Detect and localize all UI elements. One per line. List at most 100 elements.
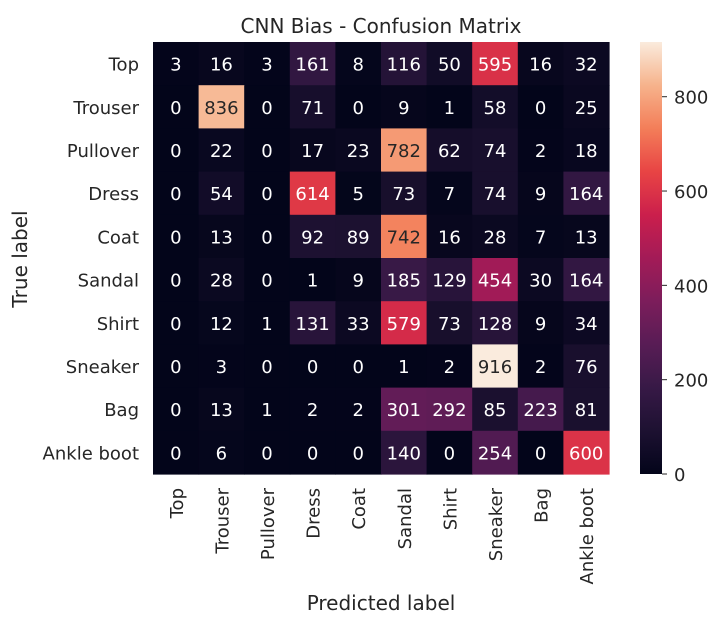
heatmap-cell [289,387,336,432]
heatmap-cell [381,387,428,432]
cell-value-label: 33 [347,314,370,335]
heatmap-cell [244,42,291,86]
cell-value-label: 2 [307,400,318,421]
cell-value-label: 32 [575,55,598,76]
cell-value-label: 164 [569,271,603,292]
x-tick-label: Dress [304,488,325,539]
cell-value-label: 0 [352,357,363,378]
cell-value-label: 454 [478,271,512,292]
cell-value-label: 1 [444,98,455,119]
cell-value-label: 164 [569,184,603,205]
x-tick-label: Top [167,488,188,519]
heatmap-cell [381,85,428,129]
heatmap-cell [426,128,473,173]
cell-value-label: 2 [352,400,363,421]
heatmap-cell [381,258,428,302]
cell-value-label: 0 [444,443,455,464]
cell-value-label: 74 [484,184,507,205]
cell-value-label: 0 [261,98,272,119]
heatmap-cell [472,85,519,129]
cell-value-label: 0 [352,443,363,464]
cell-value-label: 3 [261,55,272,76]
heatmap-cell [289,171,336,216]
cell-value-label: 0 [170,184,181,205]
cell-value-label: 25 [575,98,598,119]
x-tick-label: Shirt [440,488,461,530]
x-tick-label: Sandal [395,488,416,549]
cell-value-label: 7 [444,184,455,205]
cell-value-label: 30 [529,271,552,292]
heatmap-cell [198,214,245,259]
heatmap-cell [517,85,564,129]
heatmap-cell [153,171,200,216]
cell-value-label: 0 [261,227,272,248]
heatmap-cell [244,344,291,389]
heatmap-cell [381,430,428,475]
cell-value-label: 8 [352,55,363,76]
heatmap-cell [563,171,610,216]
y-tick-label: Ankle boot [43,443,139,464]
colorbar-tick-labels: 0 200 400 600 800 [662,88,708,486]
cell-value-label: 2 [535,141,546,162]
cell-value-label: 9 [535,314,546,335]
heatmap-cell [426,85,473,129]
x-tick-label: Pullover [258,487,279,560]
cell-value-label: 0 [535,98,546,119]
heatmap-cell [517,214,564,259]
heatmap-cell [563,258,610,302]
y-tick-label: Sneaker [66,357,140,378]
heatmap-cell [198,430,245,475]
heatmap-cell [563,430,610,475]
cell-value-label: 129 [432,271,466,292]
heatmap-cell [289,214,336,259]
cell-value-label: 0 [261,443,272,464]
y-axis-label: True label [8,210,32,308]
heatmap-cell [335,171,382,216]
cell-value-label: 9 [352,271,363,292]
colorbar [640,42,662,474]
cell-value-label: 73 [438,314,461,335]
x-axis-label: Predicted label [307,591,456,615]
heatmap-cell [426,344,473,389]
heatmap-cell [153,128,200,173]
cell-value-label: 742 [387,227,421,248]
y-tick-label: Top [108,55,139,76]
x-axis-tick-labels: Top Trouser Pullover Dress Coat Sandal Shirt Sn… [167,487,598,584]
cell-value-label: 301 [387,400,421,421]
chart-title: CNN Bias - Confusion Matrix [241,14,522,38]
cell-value-label: 2 [444,357,455,378]
cell-value-label: 0 [307,443,318,464]
x-tick-label: Coat [349,488,370,530]
heatmap-cell [244,387,291,432]
heatmap-cell [563,301,610,345]
heatmap-cell [472,42,519,86]
heatmap-cell [289,258,336,302]
cell-value-label: 1 [261,314,272,335]
cell-value-label: 0 [170,400,181,421]
cell-value-label: 0 [170,141,181,162]
cell-value-label: 9 [398,98,409,119]
heatmap-cell [198,171,245,216]
cell-value-label: 185 [387,271,421,292]
heatmap-cell [198,258,245,302]
heatmap-cell [198,387,245,432]
heatmap-cells [153,42,610,475]
heatmap-cell [153,214,200,259]
cell-value-label: 3 [170,55,181,76]
heatmap-cell [153,430,200,475]
x-tick-label: Sneaker [486,487,507,561]
heatmap-cell [426,430,473,475]
cell-value-label: 76 [575,357,598,378]
heatmap-cell [563,214,610,259]
cell-value-label: 54 [210,184,233,205]
heatmap-cell [472,301,519,345]
heatmap-cell [563,128,610,173]
cell-value-label: 614 [295,184,329,205]
heatmap-cell [426,171,473,216]
heatmap-cell [153,258,200,302]
heatmap-cell [244,214,291,259]
heatmap-cell [244,430,291,475]
heatmap-cell [381,344,428,389]
cell-value-label: 16 [210,55,233,76]
heatmap-cell [153,42,200,86]
